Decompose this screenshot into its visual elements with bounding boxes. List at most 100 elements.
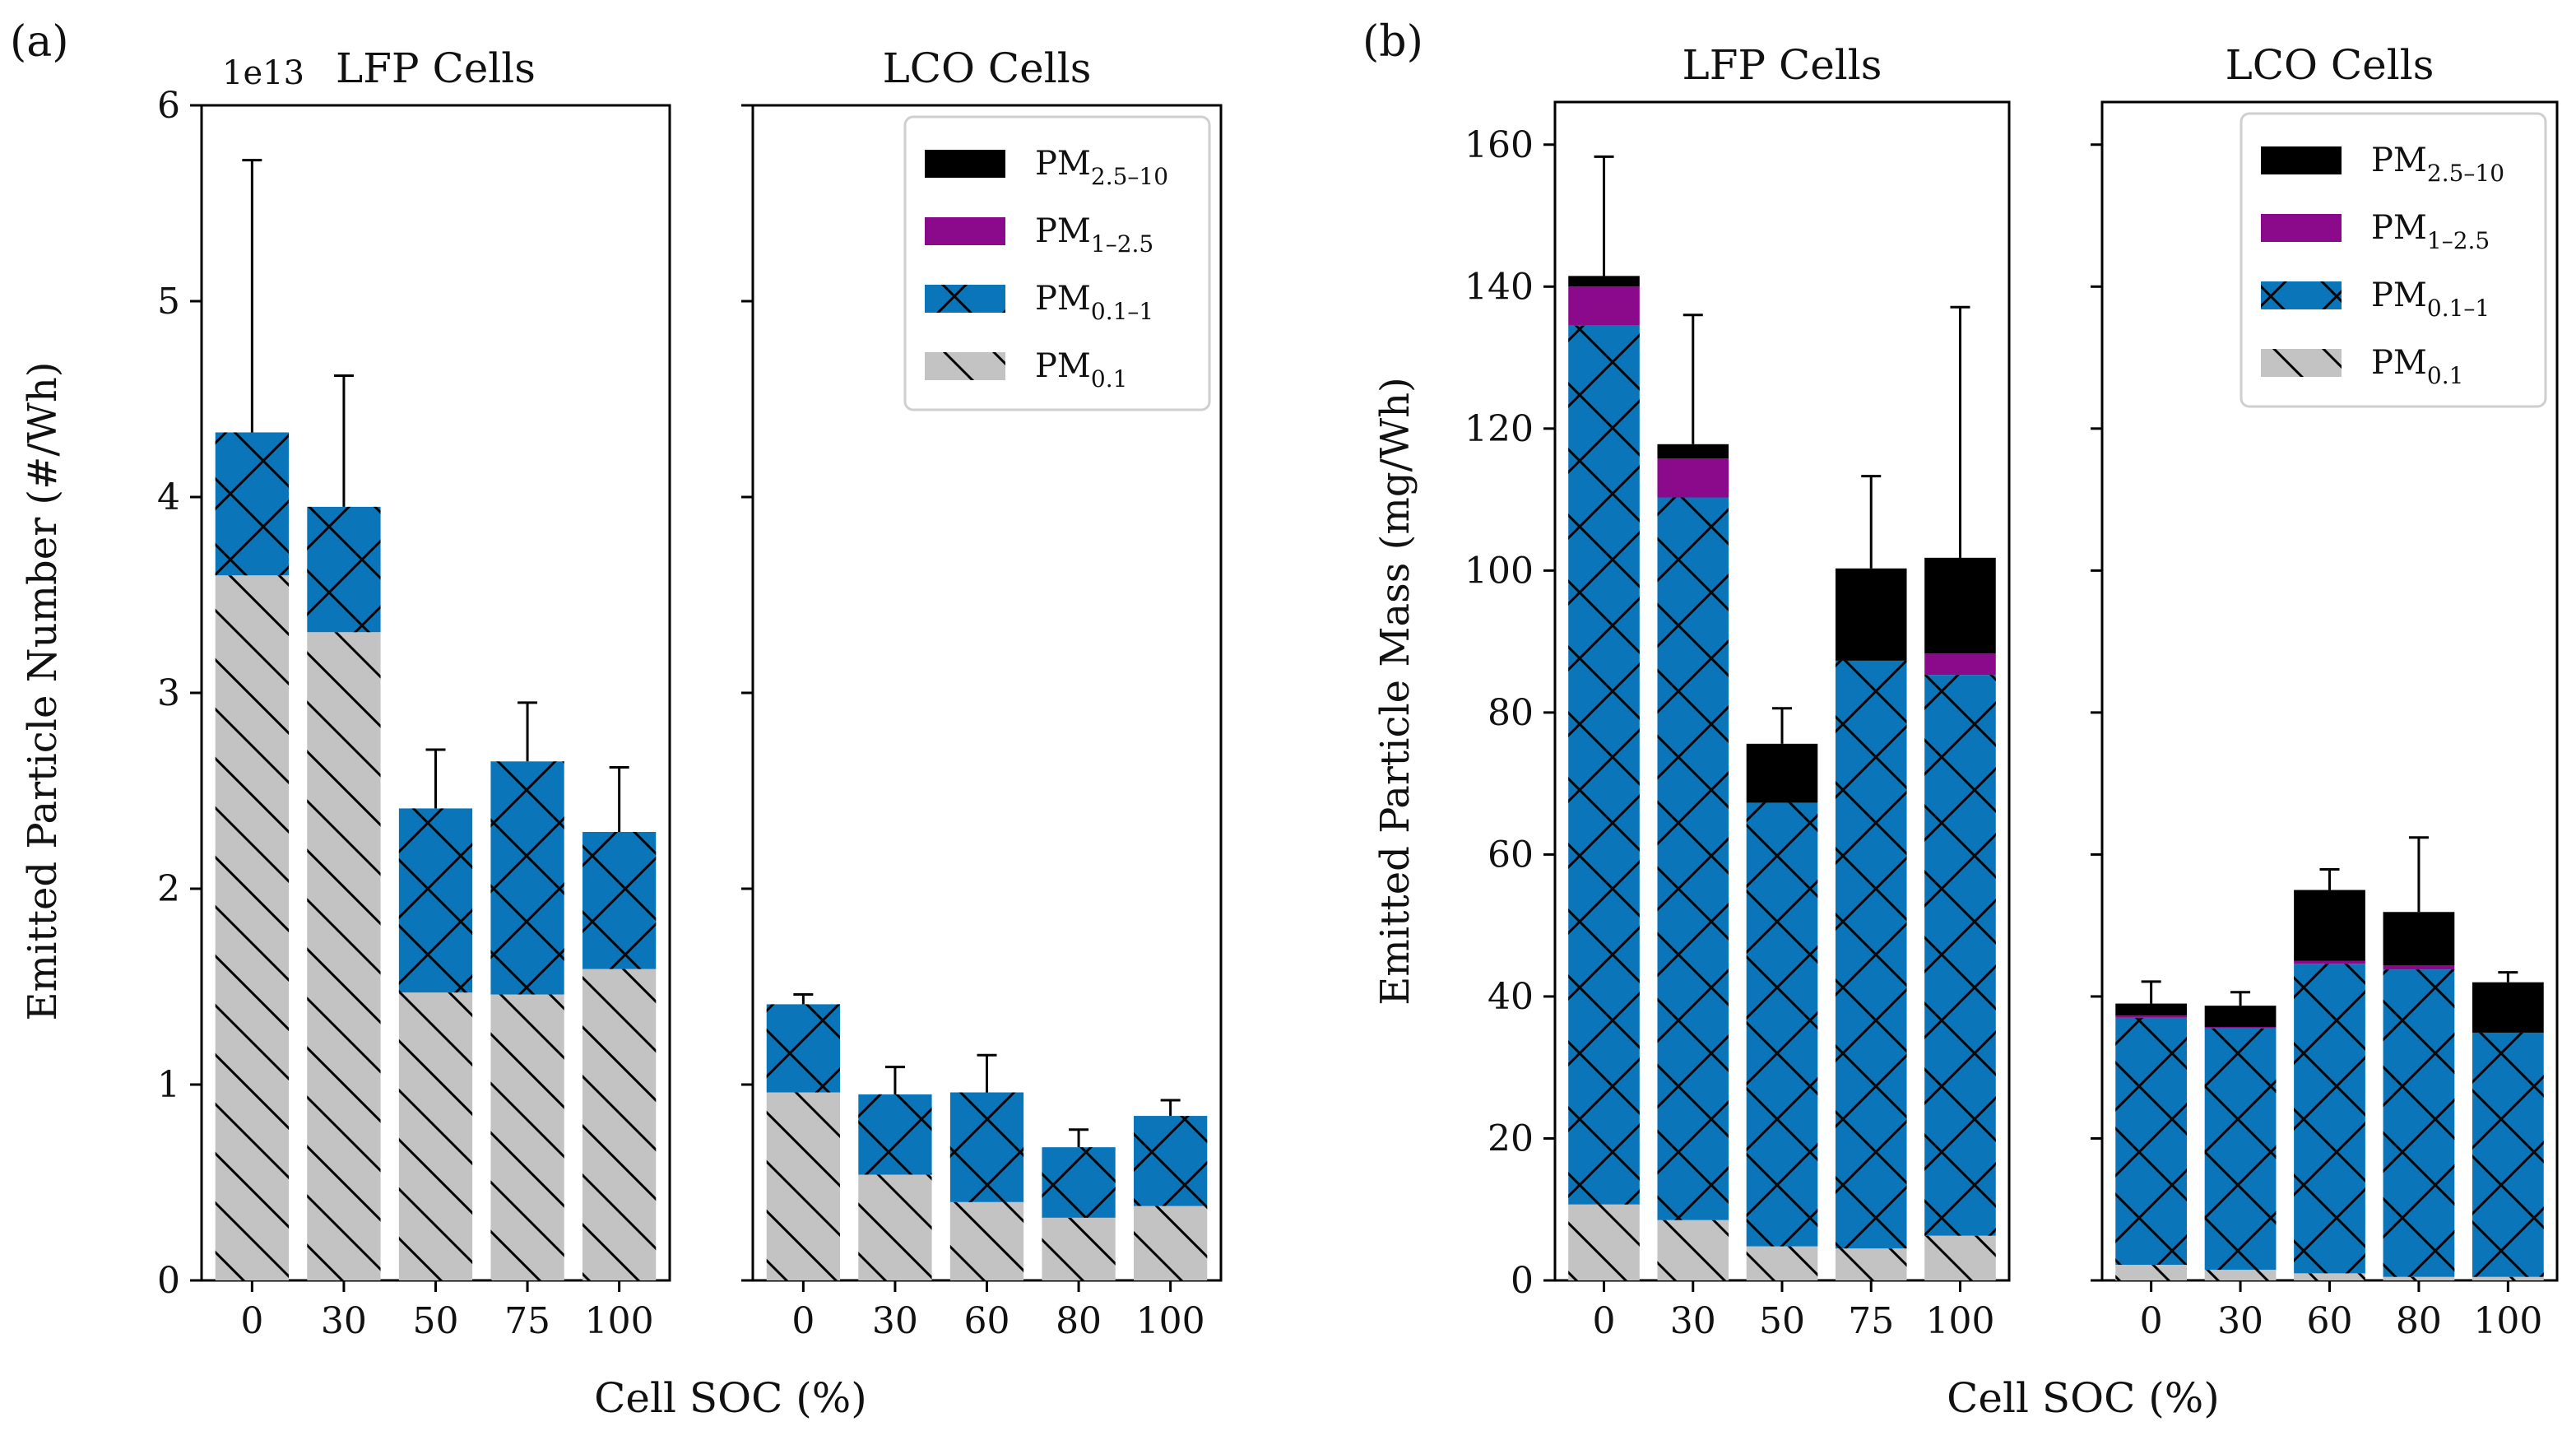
x-axis-label-b: Cell SOC (%) (1947, 1374, 2220, 1422)
bar-b-lco-pm25_10-60 (2294, 890, 2365, 961)
x-axis-label-a: Cell SOC (%) (594, 1374, 867, 1422)
bar-hatch-a-lco-pm01_1-30 (858, 1094, 932, 1175)
bar-hatch-b-lco-pm01_1-30 (2204, 1028, 2277, 1271)
legend-swatch-hatch-b-lco-pm01_1 (2261, 281, 2342, 309)
bar-b-lfp-pm25_10-50 (1746, 743, 1818, 803)
subplot-title-a-lfp: LFP Cells (336, 44, 536, 92)
subplot-b-lco: LCO Cells 0 30 60 80 100 PM2.5–10 PM1–2.5 PM0.1–… (2091, 41, 2559, 1342)
bar-hatch-b-lfp-pm01_1-50 (1746, 802, 1818, 1247)
x-tick-label-a-lfp-3: 75 (504, 1300, 550, 1342)
bar-hatch-b-lfp-pm01-50 (1746, 1246, 1818, 1280)
bar-hatch-b-lfp-pm01_1-30 (1657, 497, 1729, 1220)
legend-swatch-hatch-a-lco-pm01_1 (925, 285, 1005, 313)
bar-hatch-b-lfp-pm01-30 (1657, 1220, 1729, 1280)
bar-hatch-a-lco-pm01_1-80 (1042, 1147, 1116, 1218)
bar-hatch-b-lco-pm01-100 (2472, 1276, 2544, 1280)
legend-label-b-lco-pm1_25: PM1–2.5 (2371, 209, 2490, 254)
x-tick-label-a-lfp-4: 100 (585, 1300, 654, 1342)
legend-swatch-a-lco-pm1_25 (925, 217, 1005, 245)
bar-hatch-a-lfp-pm01_1-100 (583, 831, 657, 969)
y-axis-label-a: Emitted Particle Number (#/Wh) (20, 362, 66, 1021)
bar-b-lfp-pm25_10-75 (1835, 568, 1907, 661)
subplot-a-lfp: LFP Cells 0 1 2 3 4 5 6 0 30 50 75 100 (157, 44, 671, 1342)
bar-hatch-a-lco-pm01-100 (1134, 1206, 1208, 1280)
subplot-title-b-lfp: LFP Cells (1683, 41, 1882, 89)
y-axis-label-b: Emitted Particle Mass (mg/Wh) (1372, 377, 1418, 1006)
x-tick-label-b-lco-2: 60 (2307, 1300, 2353, 1342)
bar-b-lco-pm1_25-30 (2204, 1027, 2277, 1029)
bar-hatch-a-lco-pm01_1-60 (949, 1092, 1024, 1202)
x-tick-label-b-lfp-3: 75 (1848, 1300, 1894, 1342)
x-tick-label-b-lco-1: 30 (2217, 1300, 2263, 1342)
legend-swatch-b-lco-pm25_10 (2261, 146, 2342, 174)
bar-hatch-a-lfp-pm01-0 (215, 575, 289, 1280)
bar-b-lfp-pm1_25-0 (1568, 286, 1640, 326)
bar-hatch-a-lfp-pm01_1-0 (215, 432, 289, 576)
y-tick-label-a-lfp-3: 3 (157, 672, 180, 714)
legend-label-b-lco-pm01: PM0.1 (2371, 344, 2463, 389)
x-tick-label-a-lco-0: 0 (791, 1300, 815, 1342)
y-tick-label-b-lfp-1: 20 (1488, 1117, 1534, 1159)
x-tick-label-a-lfp-0: 0 (240, 1300, 263, 1342)
bar-b-lco-pm25_10-30 (2204, 1006, 2277, 1028)
bar-hatch-b-lco-pm01_1-0 (2115, 1017, 2188, 1266)
bar-hatch-a-lfp-pm01-50 (398, 992, 473, 1280)
bar-hatch-b-lco-pm01-60 (2294, 1273, 2365, 1280)
bar-hatch-b-lfp-pm01-100 (1924, 1235, 1996, 1280)
bar-b-lfp-pm1_25-100 (1924, 653, 1996, 676)
y-tick-label-a-lfp-5: 5 (157, 281, 180, 323)
y-tick-label-b-lfp-6: 120 (1464, 408, 1534, 450)
x-tick-label-a-lfp-1: 30 (321, 1300, 367, 1342)
bar-hatch-b-lco-pm01_1-100 (2472, 1032, 2544, 1277)
y-tick-label-b-lfp-7: 140 (1464, 266, 1534, 308)
subplot-b-lfp: LFP Cells 0 20 40 60 80 100 120 140 160 0 30 50 75 100 (1464, 41, 2011, 1342)
x-tick-label-a-lco-2: 60 (964, 1300, 1010, 1342)
bar-hatch-a-lfp-pm01_1-75 (490, 761, 564, 995)
y-tick-label-b-lfp-8: 160 (1464, 124, 1534, 166)
x-tick-label-b-lco-4: 100 (2473, 1300, 2542, 1342)
x-tick-label-a-lco-1: 30 (872, 1300, 918, 1342)
y-tick-label-b-lfp-0: 0 (1511, 1260, 1534, 1302)
y-tick-label-b-lfp-2: 40 (1488, 976, 1534, 1018)
panel-label-a: (a) (10, 17, 69, 67)
y-tick-label-b-lfp-4: 80 (1488, 692, 1534, 734)
x-tick-label-b-lco-0: 0 (2140, 1300, 2163, 1342)
bar-hatch-a-lfp-pm01-100 (583, 969, 657, 1280)
bar-hatch-b-lco-pm01-0 (2115, 1265, 2188, 1280)
bar-b-lco-pm25_10-0 (2115, 1003, 2188, 1016)
x-tick-label-b-lfp-4: 100 (1925, 1300, 1994, 1342)
y-tick-label-a-lfp-6: 6 (157, 85, 180, 127)
subplot-a-lco: LCO Cells 0 30 60 80 100 PM2.5–10 PM1–2.5 PM0.1–… (741, 44, 1223, 1342)
bar-hatch-a-lco-pm01-80 (1042, 1217, 1116, 1280)
bar-hatch-a-lfp-pm01-75 (490, 994, 564, 1280)
legend-swatch-hatch-a-lco-pm01 (925, 352, 1005, 380)
bar-b-lfp-pm25_10-100 (1924, 557, 1996, 654)
bar-hatch-a-lfp-pm01-30 (307, 632, 381, 1280)
subplot-title-a-lco: LCO Cells (883, 44, 1092, 92)
y-tick-label-a-lfp-0: 0 (157, 1260, 180, 1302)
x-tick-label-b-lfp-0: 0 (1593, 1300, 1616, 1342)
legend-box-a-lco (903, 115, 1211, 411)
legend-label-a-lco-pm01: PM0.1 (1035, 347, 1127, 393)
bar-hatch-b-lco-pm01_1-80 (2383, 969, 2455, 1277)
subplot-title-b-lco: LCO Cells (2226, 41, 2434, 89)
bar-b-lfp-pm25_10-30 (1657, 444, 1729, 459)
legend-b-lco: PM2.5–10 PM1–2.5 PM0.1–1 PM0.1 (2239, 112, 2547, 408)
legend-label-a-lco-pm01_1: PM0.1–1 (1035, 280, 1153, 325)
y-tick-label-a-lfp-2: 2 (157, 868, 180, 910)
legend-swatch-b-lco-pm1_25 (2261, 214, 2342, 242)
bar-hatch-a-lco-pm01-0 (766, 1092, 840, 1280)
bar-hatch-b-lfp-pm01_1-100 (1924, 675, 1996, 1236)
bar-hatch-a-lfp-pm01_1-50 (398, 808, 473, 993)
bar-b-lco-pm1_25-60 (2294, 960, 2365, 964)
bar-hatch-a-lfp-pm01_1-30 (307, 506, 381, 633)
x-tick-label-a-lco-3: 80 (1056, 1300, 1102, 1342)
bar-hatch-b-lfp-pm01_1-0 (1568, 325, 1640, 1205)
panel-label-b: (b) (1362, 17, 1423, 67)
legend-label-b-lco-pm25_10: PM2.5–10 (2371, 142, 2504, 187)
legend-box-b-lco (2239, 112, 2547, 408)
legend-a-lco: PM2.5–10 PM1–2.5 PM0.1–1 PM0.1 (903, 115, 1211, 411)
x-tick-label-a-lfp-2: 50 (413, 1300, 459, 1342)
legend-swatch-hatch-b-lco-pm01 (2261, 349, 2342, 377)
